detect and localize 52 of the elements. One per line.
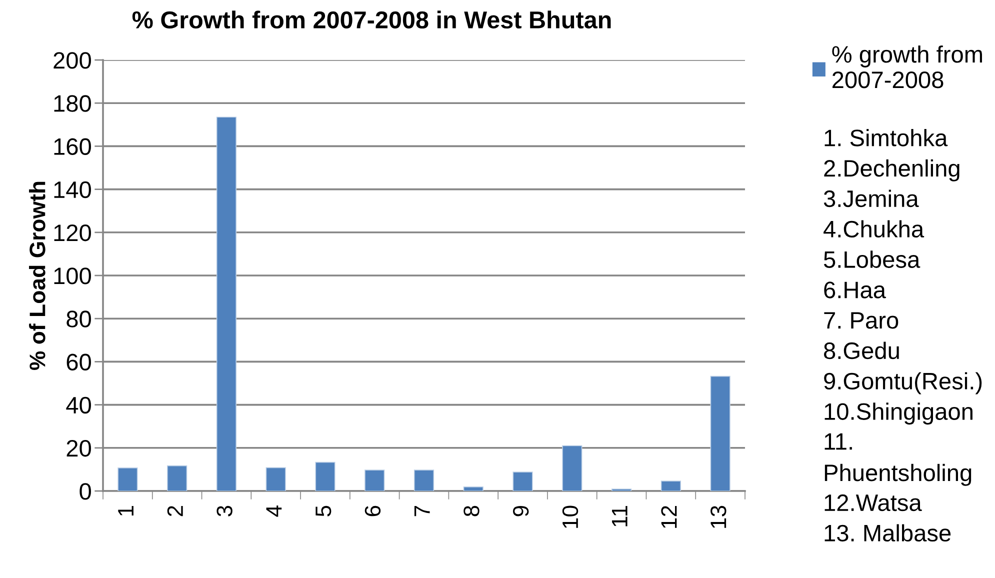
bar: [364, 470, 385, 491]
x-tick-label: 11: [612, 506, 628, 526]
text: 4.Chukha: [824, 220, 924, 238]
y-tick-label: 60: [66, 354, 91, 370]
x-tick-label: 10: [562, 506, 578, 528]
y-tick-label: 20: [66, 440, 91, 457]
text: 12.Watsa: [824, 494, 922, 512]
y-tick-label: 100: [54, 268, 91, 284]
x-tick-label: 3: [216, 506, 232, 516]
bar: [414, 470, 434, 491]
text: 11. Phuentsholing: [824, 433, 972, 486]
x-tick-label: 8: [464, 506, 480, 516]
x-tick-label: 6: [364, 506, 381, 516]
bar: [315, 462, 336, 491]
bar: [266, 467, 286, 491]
x-tick-label: 13: [710, 506, 726, 528]
y-tick-label: 200: [54, 52, 91, 69]
x-tick-label: 12: [661, 506, 677, 528]
text: 7. Paro: [824, 312, 898, 329]
y-tick-label: 180: [54, 95, 91, 112]
bar: [216, 116, 237, 491]
y-tick-label: 160: [54, 138, 91, 155]
text: 10.Shingigaon: [824, 402, 972, 425]
text: 8.Gedu: [824, 342, 899, 360]
text: 13. Malbase: [824, 524, 951, 542]
y-axis-title: % of Load Growth: [29, 182, 46, 370]
y-tick-label: 80: [66, 310, 91, 328]
text: 2.Dechenling: [824, 159, 960, 182]
x-tick-label: 5: [316, 506, 332, 516]
bar: [562, 445, 582, 491]
chart-title: % Growth from 2007-2008 in West Bhutan: [132, 10, 611, 29]
bar: [463, 486, 484, 491]
text: 3.Jemina: [824, 190, 919, 208]
y-tick-label: 140: [54, 181, 91, 198]
legend-label: % growth from 2007-2008: [832, 45, 982, 88]
x-tick-label: 1: [118, 506, 134, 516]
text: 5.Lobesa: [824, 250, 920, 268]
y-tick-label: 40: [66, 396, 91, 414]
bar: [118, 468, 138, 491]
bar: [512, 472, 533, 491]
text: 9.Gomtu(Resi.): [824, 372, 982, 394]
bar: [660, 480, 681, 491]
text: 1. Simtohka: [824, 128, 948, 146]
bar: [167, 465, 188, 491]
x-tick-label: 7: [414, 506, 430, 516]
x-tick-label: 2: [167, 506, 183, 516]
x-tick-label: 9: [513, 506, 529, 516]
text: 6.Haa: [824, 282, 886, 298]
y-tick-label: 120: [54, 224, 91, 242]
y-tick-label: 0: [80, 483, 91, 500]
x-tick-label: 4: [266, 506, 282, 517]
bar: [710, 376, 730, 491]
